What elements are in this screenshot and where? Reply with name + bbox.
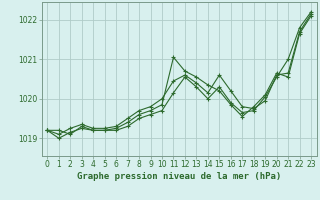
- X-axis label: Graphe pression niveau de la mer (hPa): Graphe pression niveau de la mer (hPa): [77, 172, 281, 181]
